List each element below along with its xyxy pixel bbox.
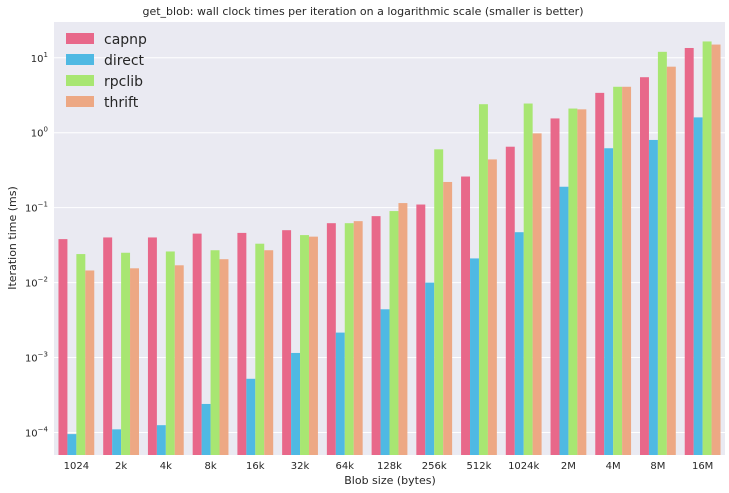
bar-thrift-512k bbox=[487, 159, 497, 456]
bar-thrift-2k bbox=[130, 268, 139, 455]
x-axis-label: Blob size (bytes) bbox=[344, 474, 436, 487]
y-tick-label: 10−2 bbox=[25, 276, 48, 290]
bar-rpclib-16M bbox=[702, 41, 712, 455]
bar-thrift-8M bbox=[666, 66, 676, 455]
x-tick-label: 2k bbox=[115, 461, 127, 472]
legend: capnp direct rpclib thrift bbox=[66, 32, 147, 111]
x-tick-label: 2M bbox=[561, 461, 576, 472]
y-tick-label: 100 bbox=[31, 126, 48, 140]
bar-rpclib-128k bbox=[389, 211, 399, 455]
y-tick-label: 10−4 bbox=[25, 425, 49, 439]
bar-direct-1024 bbox=[67, 434, 77, 455]
bar-capnp-16k bbox=[237, 232, 247, 455]
bar-capnp-1024 bbox=[58, 239, 68, 455]
legend-label-thrift: thrift bbox=[104, 95, 139, 111]
bar-thrift-1024k bbox=[532, 133, 542, 455]
bar-direct-4M bbox=[604, 148, 614, 455]
y-tick-label: 10−3 bbox=[25, 351, 48, 365]
bar-direct-16M bbox=[693, 117, 703, 456]
bar-capnp-4M bbox=[595, 92, 605, 455]
bar-capnp-1024k bbox=[505, 146, 515, 455]
y-tick-label: 10−1 bbox=[25, 201, 48, 215]
bar-capnp-32k bbox=[282, 230, 292, 455]
x-tick-label: 16M bbox=[692, 461, 713, 472]
bar-thrift-4k bbox=[174, 265, 184, 455]
y-axis-label: Iteration time (ms) bbox=[6, 186, 19, 290]
y-tick-label: 101 bbox=[31, 51, 48, 65]
x-tick-label: 32k bbox=[291, 461, 310, 472]
bar-direct-2M bbox=[559, 186, 569, 455]
bar-rpclib-4k bbox=[165, 251, 175, 455]
bar-capnp-8M bbox=[640, 77, 649, 455]
chart-title: get_blob: wall clock times per iteration… bbox=[142, 5, 583, 18]
x-tick-label: 4k bbox=[160, 461, 172, 472]
bar-rpclib-1024k bbox=[523, 103, 533, 456]
x-tick-labels: 1024 2k 4k 8k 16k 32k 64k 128k 256k 512k 1024k 2M 4M… bbox=[64, 461, 714, 472]
bar-capnp-4k bbox=[147, 237, 157, 455]
bar-capnp-64k bbox=[326, 223, 336, 455]
bar-rpclib-2k bbox=[121, 252, 131, 455]
bar-direct-8M bbox=[648, 139, 658, 455]
bar-capnp-256k bbox=[416, 204, 426, 455]
bar-thrift-32k bbox=[308, 236, 318, 455]
bar-direct-128k bbox=[380, 309, 390, 455]
bar-thrift-16M bbox=[711, 44, 721, 456]
legend-label-direct: direct bbox=[104, 53, 145, 69]
legend-label-rpclib: rpclib bbox=[104, 74, 143, 90]
bar-rpclib-64k bbox=[344, 223, 354, 455]
bar-rpclib-2M bbox=[568, 108, 578, 456]
x-tick-label: 8k bbox=[204, 461, 216, 472]
bar-capnp-2k bbox=[103, 237, 113, 455]
legend-swatch-direct bbox=[66, 54, 94, 65]
legend-swatch-rpclib bbox=[66, 75, 94, 86]
bar-thrift-256k bbox=[443, 181, 453, 455]
bars bbox=[58, 41, 721, 456]
bar-rpclib-8k bbox=[210, 250, 220, 455]
bar-direct-8k bbox=[201, 403, 211, 455]
bar-capnp-512k bbox=[461, 176, 471, 455]
bar-direct-256k bbox=[425, 282, 435, 455]
bar-rpclib-256k bbox=[434, 149, 444, 455]
bar-thrift-64k bbox=[353, 221, 363, 455]
x-tick-label: 64k bbox=[336, 461, 355, 472]
bar-thrift-1024 bbox=[85, 270, 95, 455]
x-tick-label: 256k bbox=[422, 461, 447, 472]
bar-rpclib-32k bbox=[300, 235, 309, 455]
bar-rpclib-16k bbox=[255, 243, 265, 455]
bar-capnp-8k bbox=[192, 233, 202, 455]
bar-thrift-128k bbox=[398, 203, 408, 455]
bar-direct-4k bbox=[156, 425, 166, 455]
bar-rpclib-8M bbox=[657, 51, 667, 455]
legend-swatch-thrift bbox=[66, 96, 94, 107]
bar-thrift-16k bbox=[264, 250, 274, 455]
x-tick-label: 16k bbox=[246, 461, 265, 472]
x-tick-label: 512k bbox=[467, 461, 492, 472]
y-tick-labels: 10−4 10−3 10−2 10−1 100 101 bbox=[25, 51, 49, 440]
x-tick-label: 128k bbox=[377, 461, 402, 472]
bar-direct-16k bbox=[246, 378, 256, 455]
bar-rpclib-1024 bbox=[76, 254, 86, 455]
x-tick-label: 4M bbox=[606, 461, 621, 472]
x-tick-label: 1024k bbox=[508, 461, 539, 472]
legend-swatch-capnp bbox=[66, 33, 94, 44]
bar-direct-512k bbox=[470, 258, 479, 455]
bar-direct-64k bbox=[335, 332, 345, 455]
bar-capnp-16M bbox=[684, 47, 694, 456]
legend-label-capnp: capnp bbox=[104, 32, 147, 48]
bar-direct-1024k bbox=[514, 232, 524, 455]
bar-thrift-8k bbox=[219, 259, 229, 455]
bar-capnp-128k bbox=[371, 216, 381, 455]
bar-direct-32k bbox=[291, 352, 301, 455]
bar-rpclib-4M bbox=[613, 86, 623, 456]
x-tick-label: 1024 bbox=[64, 461, 89, 472]
bar-thrift-2M bbox=[577, 109, 587, 455]
bar-thrift-4M bbox=[622, 86, 632, 456]
bar-capnp-2M bbox=[550, 118, 560, 456]
bar-direct-2k bbox=[112, 429, 122, 455]
x-tick-label: 8M bbox=[650, 461, 665, 472]
bar-rpclib-512k bbox=[478, 104, 488, 456]
